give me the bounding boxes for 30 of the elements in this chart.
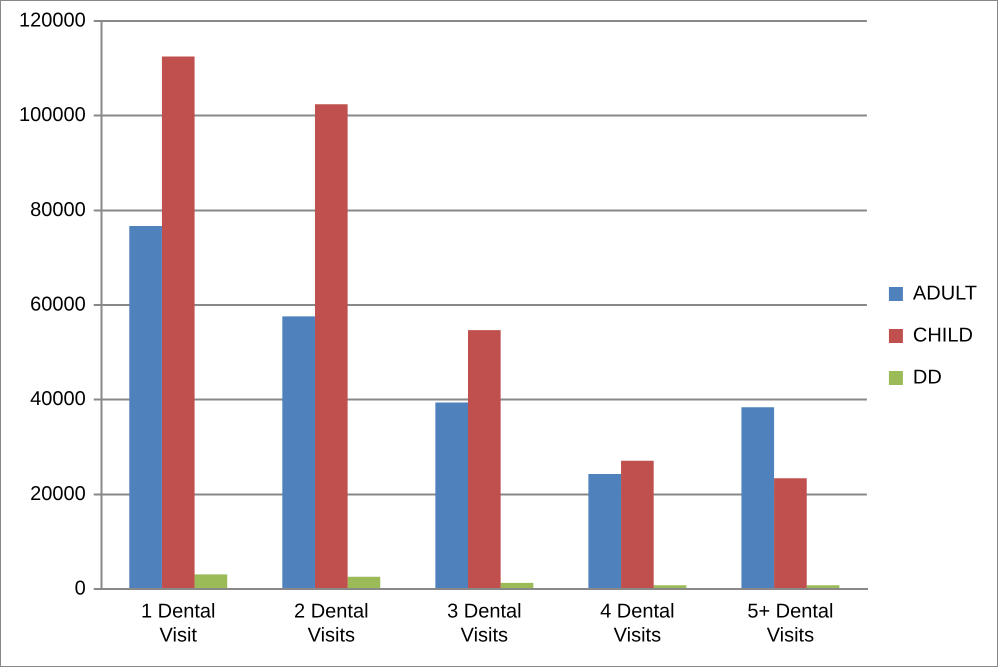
bar bbox=[162, 56, 195, 588]
bar bbox=[741, 407, 774, 588]
legend-label: DD bbox=[912, 366, 942, 389]
x-tick-label: 3 Dental Visits bbox=[447, 600, 522, 647]
bar bbox=[129, 226, 162, 588]
y-tick-label: 100000 bbox=[18, 104, 86, 126]
bar bbox=[588, 474, 622, 588]
y-tick-label: 80000 bbox=[30, 198, 86, 221]
y-tick-label: 0 bbox=[74, 578, 86, 600]
bar bbox=[774, 478, 807, 588]
bar bbox=[282, 316, 315, 588]
bar bbox=[348, 576, 380, 588]
y-tick-label: 40000 bbox=[30, 388, 86, 410]
bar bbox=[194, 574, 228, 588]
y-tick-label: 20000 bbox=[30, 482, 86, 505]
y-tick-label: 120000 bbox=[18, 10, 86, 32]
legend-label: CHILD bbox=[912, 324, 973, 347]
bar bbox=[314, 104, 348, 588]
x-tick-label: 1 Dental Visit bbox=[141, 600, 216, 647]
bar bbox=[435, 402, 468, 588]
x-tick-label: 2 Dental Visits bbox=[294, 600, 369, 647]
bar bbox=[621, 460, 654, 588]
x-tick-label: 4 Dental Visits bbox=[600, 600, 675, 647]
bar bbox=[500, 582, 534, 588]
bar bbox=[468, 330, 501, 588]
bar bbox=[806, 585, 840, 588]
bar bbox=[654, 585, 686, 588]
x-tick-label: 5+ Dental Visits bbox=[747, 600, 834, 647]
y-tick-label: 60000 bbox=[30, 294, 86, 316]
legend-label: ADULT bbox=[912, 282, 978, 305]
